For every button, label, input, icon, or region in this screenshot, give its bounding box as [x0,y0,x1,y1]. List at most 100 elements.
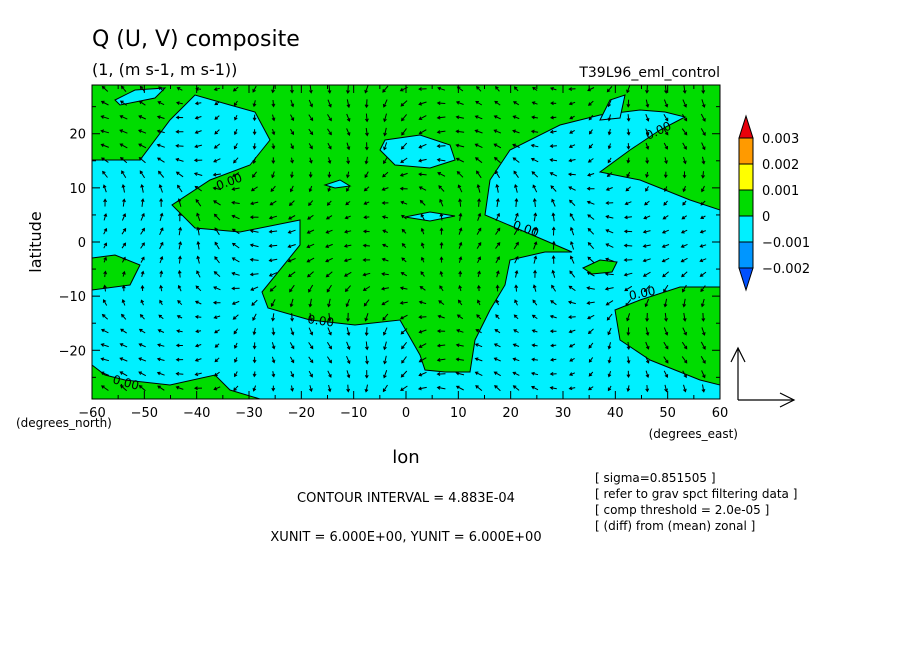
y-axis-label: latitude [26,211,45,272]
wind-arrow [663,356,669,364]
wind-arrow [308,327,314,336]
wind-arrow [495,270,500,278]
wind-arrow [417,386,427,391]
wind-arrow [250,286,259,291]
wind-arrow [231,286,240,291]
wind-arrow [495,183,500,193]
wind-arrow [101,313,109,320]
wind-arrow [346,327,351,337]
wind-arrow [512,371,520,376]
wind-arrow [214,371,220,377]
wind-arrow [474,143,483,149]
wind-arrow [493,357,501,362]
wind-arrow [568,144,576,148]
wind-arrow [551,240,556,250]
wind-arrow [493,371,501,377]
wind-arrow [569,226,575,236]
wind-arrow [175,171,184,178]
wind-arrow [231,257,240,263]
wind-arrow [121,183,126,193]
wind-arrow [493,129,502,134]
wind-arrow [308,128,314,136]
wind-arrow [567,172,576,177]
wind-arrow [400,272,408,277]
wind-arrow [177,284,182,292]
wind-arrow [587,172,595,177]
wind-arrow [477,256,481,264]
wind-arrow [193,172,203,176]
colorbar-segment [738,241,754,269]
wind-arrow [512,115,520,120]
wind-arrow [605,187,613,191]
wind-arrow [624,215,632,220]
wind-arrow [159,270,164,278]
wind-arrow [289,298,294,308]
wind-arrow [606,172,613,178]
wind-arrow [607,114,612,122]
wind-arrow [551,284,557,292]
wind-arrow [551,269,556,278]
wind-arrow [362,258,371,262]
wind-arrow [645,142,650,150]
wind-arrow [327,99,332,108]
colorbar-label: 0 [762,210,770,225]
wind-arrow [252,313,257,321]
wind-arrow [680,243,688,248]
wind-arrow [645,114,650,122]
wind-arrow [624,201,632,206]
wind-arrow [307,214,314,220]
wind-arrow [138,156,146,164]
wind-arrow [103,227,108,235]
wind-arrow [268,258,278,263]
wind-arrow [289,185,294,193]
wind-arrow [663,284,669,293]
chart-title: Q (U, V) composite [92,27,300,52]
wind-arrow [194,314,202,319]
wind-arrow [495,227,501,235]
wind-arrow [623,229,633,234]
wind-arrow [645,356,650,364]
wind-arrow [364,370,369,379]
wind-arrow [568,315,576,319]
wind-arrow [549,386,557,390]
wind-arrow [418,186,427,191]
wind-arrow [512,343,520,348]
wind-arrow [533,241,538,250]
wind-arrow [436,372,446,376]
wind-arrow [513,329,519,333]
wind-arrow [420,227,425,235]
wind-arrow [549,371,557,376]
wind-arrow [474,343,483,348]
wind-arrow [495,256,500,264]
wind-arrow [399,301,408,305]
wind-arrow [455,385,464,391]
wind-arrow [455,115,464,120]
wind-arrow [458,241,463,249]
wind-arrow [439,212,444,221]
wind-arrow [306,229,315,234]
wind-arrow [287,229,296,234]
wind-arrow [308,185,313,193]
wind-arrow [250,186,258,192]
wind-arrow [249,215,259,220]
wind-arrow [271,313,275,322]
wind-arrow [494,329,501,334]
cyan-hole-north [379,134,456,169]
wind-arrow [178,241,183,250]
wind-arrow [290,143,294,150]
wind-arrow [455,100,464,105]
wind-arrow [420,256,425,263]
wind-arrow [418,371,427,377]
wind-arrow [175,157,184,162]
wind-arrow [436,101,446,106]
wind-arrow [493,343,501,348]
wind-arrow [645,171,649,178]
wind-arrow [664,85,668,94]
wind-arrow [364,156,369,165]
wind-arrow [568,186,576,191]
wind-arrow [495,212,500,222]
wind-arrow [568,343,576,348]
wind-arrow [439,270,444,277]
wind-arrow [288,215,296,220]
wind-arrow [100,385,109,391]
